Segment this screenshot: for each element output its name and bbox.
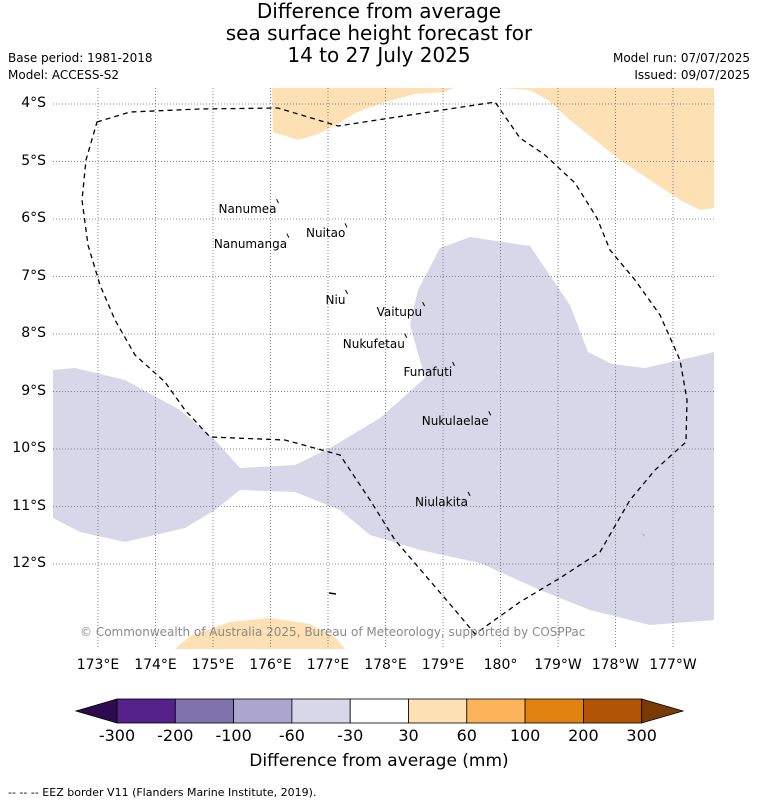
island-label: Nuitao bbox=[305, 226, 346, 241]
longitude-label: 176°E bbox=[249, 657, 292, 673]
latitude-label: 4°S bbox=[21, 95, 46, 111]
colorbar-bin bbox=[233, 698, 293, 724]
map-grid bbox=[53, 88, 714, 649]
longitude-label: 177°W bbox=[649, 657, 697, 673]
colorbar-tick-label: -60 bbox=[278, 726, 305, 745]
colorbar-title: Difference from average (mm) bbox=[249, 751, 509, 771]
meta-left: Base period: 1981-2018 Model: ACCESS-S2 bbox=[8, 50, 153, 84]
latitude-label: 9°S bbox=[21, 382, 46, 399]
longitude-label: 179°W bbox=[534, 657, 582, 673]
colorbar-tick-label: -300 bbox=[98, 726, 136, 745]
model-run: Model run: 07/07/2025 bbox=[612, 51, 750, 65]
latitude-label: 11°S bbox=[12, 497, 46, 514]
island-marker bbox=[276, 198, 279, 204]
longitude-label: 177°E bbox=[306, 657, 350, 673]
latitude-label: 5°S bbox=[21, 152, 46, 169]
island-label: Nanumanga bbox=[213, 236, 288, 251]
island-marker bbox=[404, 333, 408, 338]
colorbar-tick-label: 30 bbox=[398, 726, 419, 745]
colorbar-tick-label: 300 bbox=[626, 726, 657, 745]
colorbar-bin bbox=[524, 698, 584, 724]
colorbar-bin bbox=[466, 698, 526, 724]
island-label: Nanumea bbox=[218, 202, 277, 217]
longitude-label: 179°E bbox=[421, 657, 465, 673]
island-marker bbox=[344, 223, 348, 228]
title-line-3: 14 to 27 July 2025 bbox=[287, 43, 471, 67]
colorbar-bin bbox=[174, 698, 235, 724]
negative-anomaly-region bbox=[53, 237, 714, 625]
island-label: Nukufetau bbox=[342, 336, 405, 351]
island-label: Vaitupu bbox=[376, 305, 423, 320]
colorbar-bin bbox=[583, 698, 643, 724]
eez-border bbox=[81, 101, 688, 635]
colorbar-bin bbox=[408, 698, 468, 724]
title-line-1: Difference from average bbox=[256, 0, 502, 23]
colorbar-extend-low bbox=[74, 698, 118, 724]
model-name: Model: ACCESS-S2 bbox=[8, 68, 120, 82]
colorbar-tick-label: -200 bbox=[157, 726, 194, 745]
colorbar bbox=[74, 698, 685, 724]
longitude-label: 180° bbox=[483, 657, 518, 673]
small-island-mark-east bbox=[641, 533, 646, 537]
eez-legend-footnote: -- -- -- EEZ border V11 (Flanders Marine… bbox=[8, 786, 317, 799]
base-period: Base period: 1981-2018 bbox=[8, 51, 153, 65]
title-line-2: sea surface height forecast for bbox=[225, 21, 533, 45]
latitude-label: 8°S bbox=[21, 325, 46, 341]
colorbar-tick-label: 60 bbox=[456, 726, 477, 745]
island-marker bbox=[286, 233, 290, 238]
latitude-label: 10°S bbox=[12, 440, 46, 456]
positive-anomaly-northeast bbox=[500, 88, 714, 210]
colorbar-bin bbox=[116, 698, 176, 724]
longitude-label: 173°E bbox=[76, 657, 120, 673]
positive-anomaly-south bbox=[175, 618, 345, 649]
colorbar-tick-label: -30 bbox=[337, 726, 364, 745]
issued-date: Issued: 09/07/2025 bbox=[634, 68, 750, 82]
island-label: Nukulaelae bbox=[421, 414, 489, 429]
island-label: Niu bbox=[325, 293, 346, 308]
island-marker bbox=[345, 289, 348, 295]
copyright-notice: © Commonwealth of Australia 2025, Bureau… bbox=[80, 625, 586, 639]
colorbar-tick-label: -100 bbox=[215, 726, 252, 745]
colorbar-tick-label: 200 bbox=[568, 726, 599, 745]
small-island-mark bbox=[328, 592, 337, 595]
colorbar-bin bbox=[291, 698, 351, 724]
colorbar-bin bbox=[349, 698, 409, 724]
latitude-label: 12°S bbox=[12, 555, 46, 571]
latitude-label: 7°S bbox=[21, 267, 46, 284]
meta-right: Model run: 07/07/2025 Issued: 09/07/2025 bbox=[613, 50, 750, 84]
island-label: Niulakita bbox=[415, 494, 468, 509]
latitude-label: 6°S bbox=[21, 210, 46, 226]
longitude-label: 178°E bbox=[364, 657, 407, 673]
longitude-label: 178°W bbox=[591, 657, 640, 673]
map-canvas bbox=[53, 88, 714, 649]
positive-anomaly-north bbox=[272, 88, 453, 140]
island-marker bbox=[452, 361, 455, 367]
island-marker bbox=[488, 411, 492, 416]
island-label: Funafuti bbox=[403, 364, 453, 379]
colorbar-tick-label: 100 bbox=[509, 726, 541, 745]
longitude-label: 174°E bbox=[134, 657, 177, 673]
island-marker bbox=[467, 491, 471, 497]
island-marker bbox=[422, 301, 426, 307]
map-title: Difference from average sea surface heig… bbox=[0, 0, 758, 66]
longitude-label: 175°E bbox=[191, 657, 235, 673]
colorbar-extend-high bbox=[641, 698, 685, 724]
